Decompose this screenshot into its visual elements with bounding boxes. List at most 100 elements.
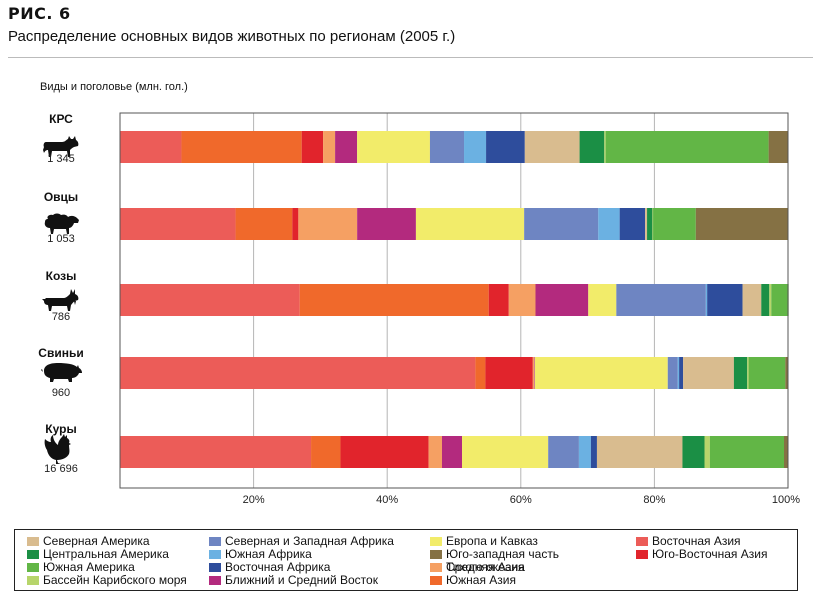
y-axis-label: Виды и поголовье (млн. гол.) [40, 81, 188, 93]
bar-segment [768, 131, 788, 163]
category-value: 16 696 [44, 463, 78, 475]
legend-label: Ближний и Средний Восток [225, 573, 378, 587]
x-tick-label: 20% [243, 494, 265, 506]
bar-segment [534, 357, 535, 389]
bar-segment [532, 357, 535, 389]
legend-swatch [636, 550, 648, 559]
category-value: 1 345 [47, 153, 75, 165]
bar-segment [677, 357, 680, 389]
bar-segment [486, 131, 525, 163]
bar-segment [462, 436, 549, 468]
bar-segment [524, 131, 580, 163]
legend-label: Европа и Кавказ [446, 534, 538, 548]
bar-segment [771, 284, 789, 316]
legend-swatch [209, 576, 221, 585]
bar-segment [679, 357, 684, 389]
category-name: Куры [45, 422, 76, 436]
bar-segment [475, 357, 486, 389]
bar-segment [707, 284, 743, 316]
chicken-icon [44, 434, 71, 464]
bar-segment [357, 208, 416, 240]
stacked-bar-chart: 20% 40% 60% 80% 100% КРС 1 345 Овцы 1 053 Козы 78… [38, 112, 800, 506]
bar-segment [783, 436, 788, 468]
bar-segment [120, 131, 182, 163]
legend-label: Северная и Западная Африка [225, 534, 394, 548]
bar-segment [181, 131, 302, 163]
legend-label: Южная Америка [43, 560, 135, 574]
bar-segment [415, 208, 525, 240]
legend-swatch [27, 563, 39, 572]
legend-label: Бассейн Карибского моря [43, 573, 187, 587]
x-tick-label: 100% [772, 494, 800, 506]
legend-swatch [27, 550, 39, 559]
bar-segment [235, 208, 293, 240]
bar-segment [357, 131, 430, 163]
bar-segment [548, 436, 579, 468]
legend-swatch [430, 576, 442, 585]
bar-segment [301, 131, 324, 163]
bar-segment [704, 436, 710, 468]
bar-segment [120, 284, 300, 316]
bar-segment [747, 357, 749, 389]
bar-segment [578, 436, 591, 468]
bar-segment [588, 284, 617, 316]
title-rule [8, 57, 813, 58]
bar-segment [534, 357, 668, 389]
legend-label: Восточная Азия [652, 534, 741, 548]
bar-segment [335, 131, 358, 163]
bar-segment [340, 436, 429, 468]
bar-segment [785, 357, 788, 389]
bar-segment [120, 436, 312, 468]
bar-segment [508, 284, 536, 316]
category-value: 786 [52, 311, 70, 323]
bar-segment [733, 357, 748, 389]
legend-swatch [27, 576, 39, 585]
category-name: Свиньи [38, 346, 83, 360]
bar-segment [709, 436, 784, 468]
bar-segment [596, 436, 683, 468]
legend-label: Средняя Азия [446, 560, 525, 574]
bar-segment [616, 284, 706, 316]
bar-segment [605, 131, 769, 163]
goat-icon [42, 289, 79, 311]
bar-segment [488, 284, 509, 316]
bar-segment [695, 208, 788, 240]
bar-segment [298, 208, 358, 240]
bar-segment [292, 208, 299, 240]
bar-segment [598, 208, 620, 240]
bar-segment [590, 436, 597, 468]
bar-segment [667, 357, 678, 389]
sheep-icon [44, 213, 79, 234]
x-tick-label: 40% [376, 494, 398, 506]
bar-segment [464, 131, 487, 163]
bar-segment [429, 131, 465, 163]
category-value: 960 [52, 387, 70, 399]
bar-segment [120, 208, 236, 240]
bar-segment [682, 436, 705, 468]
figure-label: РИС. 6 [8, 4, 71, 23]
plot-frame [119, 112, 789, 489]
bar-segment [524, 208, 599, 240]
bar-segment [742, 284, 762, 316]
bar-segment [653, 208, 696, 240]
bar-segment [705, 284, 708, 316]
bar-segment [647, 208, 653, 240]
legend-label-continuation: Тихого океана [446, 560, 525, 574]
bar-segment [645, 208, 648, 240]
legend-swatch [430, 537, 442, 546]
legend-swatch [209, 550, 221, 559]
bar-segment [619, 208, 646, 240]
legend-label: Южная Африка [225, 547, 312, 561]
legend-swatch [27, 537, 39, 546]
legend-swatch [430, 550, 442, 559]
bar-segment [761, 284, 770, 316]
bar-segment [579, 131, 605, 163]
bar-segment [535, 284, 589, 316]
legend-swatch [430, 563, 442, 572]
bar-segment [748, 357, 786, 389]
bar-segment [120, 357, 476, 389]
bar-segment [323, 131, 336, 163]
bar-segment [652, 208, 654, 240]
bar-segment [769, 284, 772, 316]
legend-label: Южная Азия [446, 573, 516, 587]
